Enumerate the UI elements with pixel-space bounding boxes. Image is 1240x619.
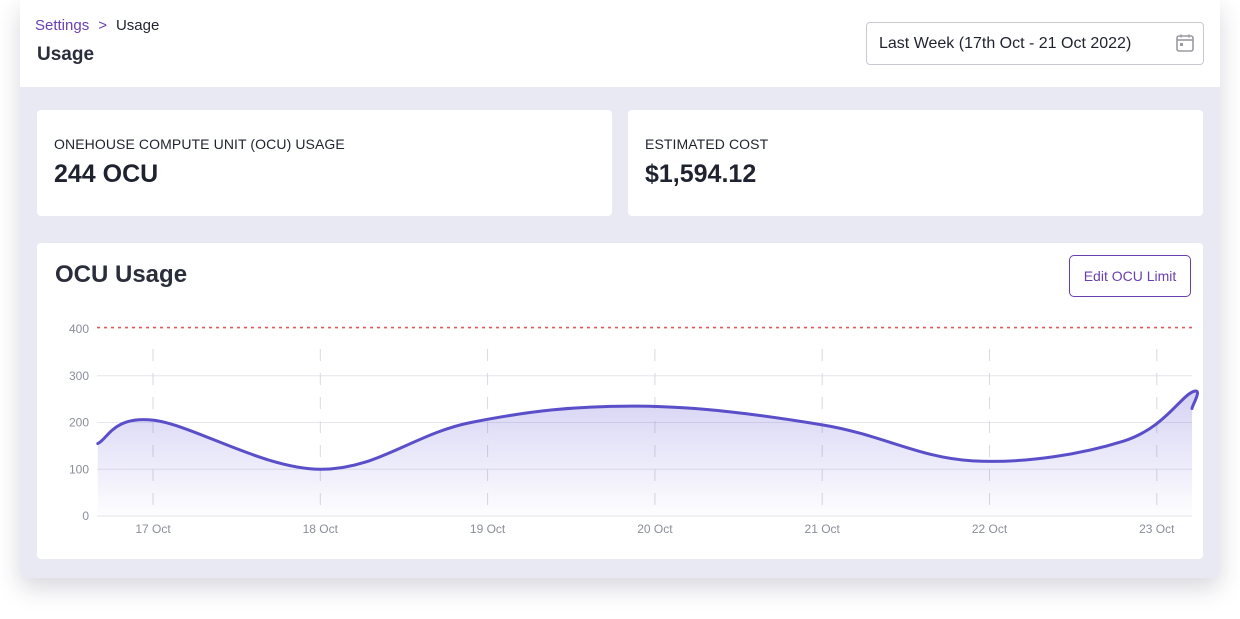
y-tick-label: 200: [69, 416, 89, 430]
usage-area-fill: [97, 391, 1198, 516]
usage-panel: Settings > Usage Usage Last Week (17th O…: [20, 0, 1220, 578]
chart-title: OCU Usage: [55, 261, 188, 288]
x-tick-label: 18 Oct: [303, 522, 339, 536]
x-tick-label: 22 Oct: [972, 522, 1008, 536]
breadcrumb-current: Usage: [115, 17, 160, 34]
usage-series-line: [96, 389, 1199, 471]
date-range-label: Last Week (17th Oct - 21 Oct 2022): [879, 34, 1132, 52]
ocu-usage-card: ONEHOUSE COMPUTE UNIT (OCU) USAGE 244 OC…: [37, 110, 612, 216]
x-tick-label: 19 Oct: [470, 522, 506, 536]
estimated-cost-label: ESTIMATED COST: [645, 136, 769, 152]
y-tick-label: 300: [69, 369, 89, 383]
ocu-usage-chart: 0 100 200 300 400 17 Oct 18 Oct 19 Oct 20 Oct 21 …: [69, 322, 1199, 536]
x-tick-label: 21 Oct: [805, 522, 841, 536]
estimated-cost-value: $1,594.12: [645, 160, 757, 188]
x-tick-label: 17 Oct: [135, 522, 171, 536]
x-tick-label: 23 Oct: [1139, 522, 1175, 536]
page-header: Settings > Usage Usage Last Week (17th O…: [20, 0, 1220, 87]
y-tick-label: 400: [69, 322, 89, 336]
page-title: Usage: [37, 44, 95, 65]
x-tick-label: 20 Oct: [637, 522, 673, 536]
ocu-usage-value: 244 OCU: [54, 160, 159, 188]
estimated-cost-card: ESTIMATED COST $1,594.12: [628, 110, 1203, 216]
ocu-usage-label: ONEHOUSE COMPUTE UNIT (OCU) USAGE: [54, 136, 345, 152]
y-tick-label: 0: [82, 509, 89, 523]
calendar-icon[interactable]: [1175, 33, 1195, 53]
date-range-picker[interactable]: Last Week (17th Oct - 21 Oct 2022): [866, 22, 1204, 65]
edit-ocu-limit-button[interactable]: Edit OCU Limit: [1069, 255, 1191, 297]
y-tick-label: 100: [69, 462, 89, 476]
breadcrumb-settings-link[interactable]: Settings: [35, 17, 90, 34]
ocu-usage-chart-card: 0 100 200 300 400 17 Oct 18 Oct 19 Oct 20 Oct 21 …: [37, 243, 1203, 559]
breadcrumb-separator: >: [98, 17, 107, 34]
breadcrumb: Settings > Usage: [35, 17, 159, 34]
